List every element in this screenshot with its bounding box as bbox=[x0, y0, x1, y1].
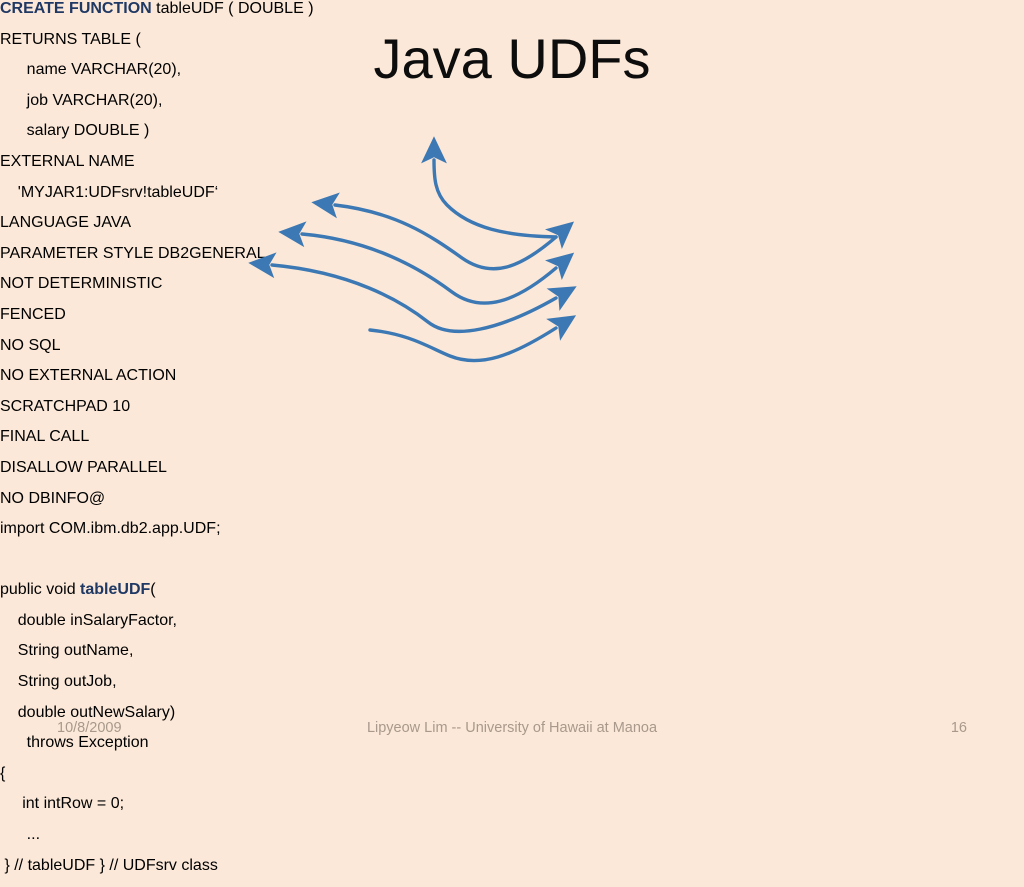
code-line: NOT DETERMINISTIC bbox=[0, 275, 163, 293]
code-line: salary DOUBLE ) bbox=[0, 122, 150, 140]
code-line: ... bbox=[0, 826, 41, 844]
arrow-double-to-double-param bbox=[421, 136, 558, 239]
code-bold-identifier: tableUDF bbox=[80, 581, 151, 599]
code-line: NO SQL bbox=[0, 336, 61, 354]
code-line: RETURNS TABLE ( bbox=[0, 30, 141, 48]
footer-page-number: 16 bbox=[950, 720, 967, 736]
code-text: tableUDF ( DOUBLE ) bbox=[151, 0, 314, 17]
code-line: } // tableUDF } // UDFsrv class bbox=[0, 856, 218, 874]
code-text: ( bbox=[150, 581, 156, 599]
code-line: EXTERNAL NAME bbox=[0, 152, 135, 170]
code-line: 'MYJAR1:UDFsrv!tableUDF‘ bbox=[0, 183, 219, 201]
code-line-blank bbox=[0, 551, 470, 582]
code-line: String outJob, bbox=[0, 673, 117, 691]
code-line: double outNewSalary) bbox=[0, 703, 176, 721]
code-line: NO DBINFO@ bbox=[0, 489, 106, 507]
page-title: Java UDFs bbox=[373, 27, 651, 90]
code-line: CREATE FUNCTION tableUDF ( DOUBLE ) bbox=[0, 0, 450, 31]
code-line: LANGUAGE JAVA bbox=[0, 214, 131, 232]
java-code-block: import COM.ibm.db2.app.UDF; public void … bbox=[0, 520, 470, 887]
code-line: import COM.ibm.db2.app.UDF; bbox=[0, 520, 221, 538]
code-line: job VARCHAR(20), bbox=[0, 91, 163, 109]
slide-footer: 10/8/2009 Lipyeow Lim -- University of H… bbox=[0, 720, 1024, 750]
footer-date: 10/8/2009 bbox=[57, 720, 122, 736]
code-line: String outName, bbox=[0, 642, 134, 660]
code-line: NO EXTERNAL ACTION bbox=[0, 367, 177, 385]
code-line: throws Exception bbox=[0, 734, 149, 752]
code-line: FENCED bbox=[0, 305, 66, 323]
footer-attribution: Lipyeow Lim -- University of Hawaii at M… bbox=[366, 720, 658, 736]
code-line: name VARCHAR(20), bbox=[0, 61, 182, 79]
code-text: public void bbox=[0, 581, 81, 599]
code-line: FINAL CALL bbox=[0, 428, 90, 446]
code-line: { bbox=[0, 764, 6, 782]
code-line: PARAMETER STYLE DB2GENERAL bbox=[0, 244, 266, 262]
code-line-method-signature: public void tableUDF( bbox=[0, 581, 470, 612]
code-keyword-create-function: CREATE FUNCTION bbox=[0, 0, 152, 17]
code-line: int intRow = 0; bbox=[0, 795, 125, 813]
sql-ddl-code-block: CREATE FUNCTION tableUDF ( DOUBLE ) RETU… bbox=[0, 0, 450, 520]
code-line: double inSalaryFactor, bbox=[0, 611, 177, 629]
code-line: DISALLOW PARALLEL bbox=[0, 458, 167, 476]
code-line: SCRATCHPAD 10 bbox=[0, 397, 131, 415]
